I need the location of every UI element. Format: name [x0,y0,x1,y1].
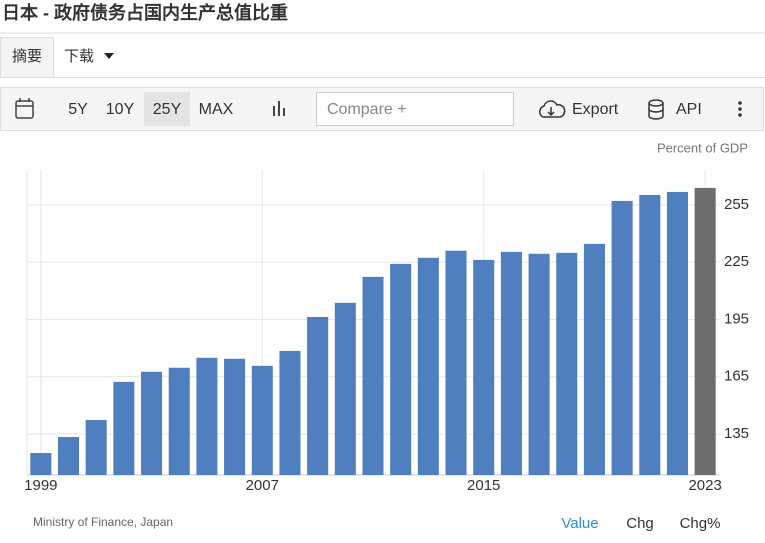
bar [113,381,135,475]
bar [445,250,467,475]
export-button[interactable]: Export [572,101,619,118]
y-tick-label: 195 [724,310,749,327]
bar [583,243,605,475]
compare-input[interactable] [316,92,514,126]
bar [417,257,439,475]
bar [694,187,716,476]
tab[interactable]: 下载 [64,48,94,65]
range-button[interactable]: MAX [199,101,234,118]
y-tick-label: 225 [724,253,749,270]
y-axis-label: Percent of GDP [657,140,748,155]
bar [473,259,495,475]
footer-tab[interactable]: Value [561,515,598,532]
x-tick-label: 2007 [246,477,279,494]
api-icon[interactable] [648,99,664,120]
bar [141,371,163,475]
range-button[interactable]: 10Y [106,101,135,118]
range-button[interactable]: 25Y [153,101,182,118]
bar [30,453,52,475]
bar [168,367,190,475]
dropdown-icon [104,53,114,59]
chart-type-icon[interactable] [273,101,285,116]
tab-active[interactable] [0,37,54,78]
bar [666,191,688,475]
bar [528,253,550,475]
range-active [144,92,190,126]
y-tick-label: 135 [724,425,749,442]
footer-tab[interactable]: Chg [626,515,654,532]
bar [279,350,301,475]
menu-icon[interactable] [738,101,742,117]
bar [85,420,107,475]
x-tick-label: 1999 [24,477,57,494]
x-tick-label: 2015 [467,477,500,494]
page-title: 日本 - 政府债务占国内生产总值比重 [2,2,288,23]
api-button[interactable]: API [676,101,702,118]
footer-tab[interactable]: Chg% [680,515,721,532]
bar [500,251,522,475]
bar [611,200,633,475]
compare-placeholder: Compare + [327,101,407,118]
bar [639,195,661,476]
tab[interactable]: 摘要 [12,47,42,65]
export-icon[interactable] [539,100,566,118]
bar [307,316,329,475]
x-tick-label: 2023 [688,477,721,494]
bar [58,437,80,475]
range-button[interactable]: 5Y [68,101,88,118]
plot: 135 165 195 225 255 1999 2007 2015 2023 [24,170,749,494]
bar [362,276,384,475]
bar [334,302,356,475]
y-tick-label: 165 [724,368,749,385]
bar [556,252,578,475]
bar [251,365,273,475]
source: Ministry of Finance, Japan [33,515,173,529]
bar [224,358,246,475]
calendar-icon[interactable] [15,98,34,119]
bar [390,263,412,475]
bar [196,357,218,475]
y-tick-label: 255 [724,196,749,213]
